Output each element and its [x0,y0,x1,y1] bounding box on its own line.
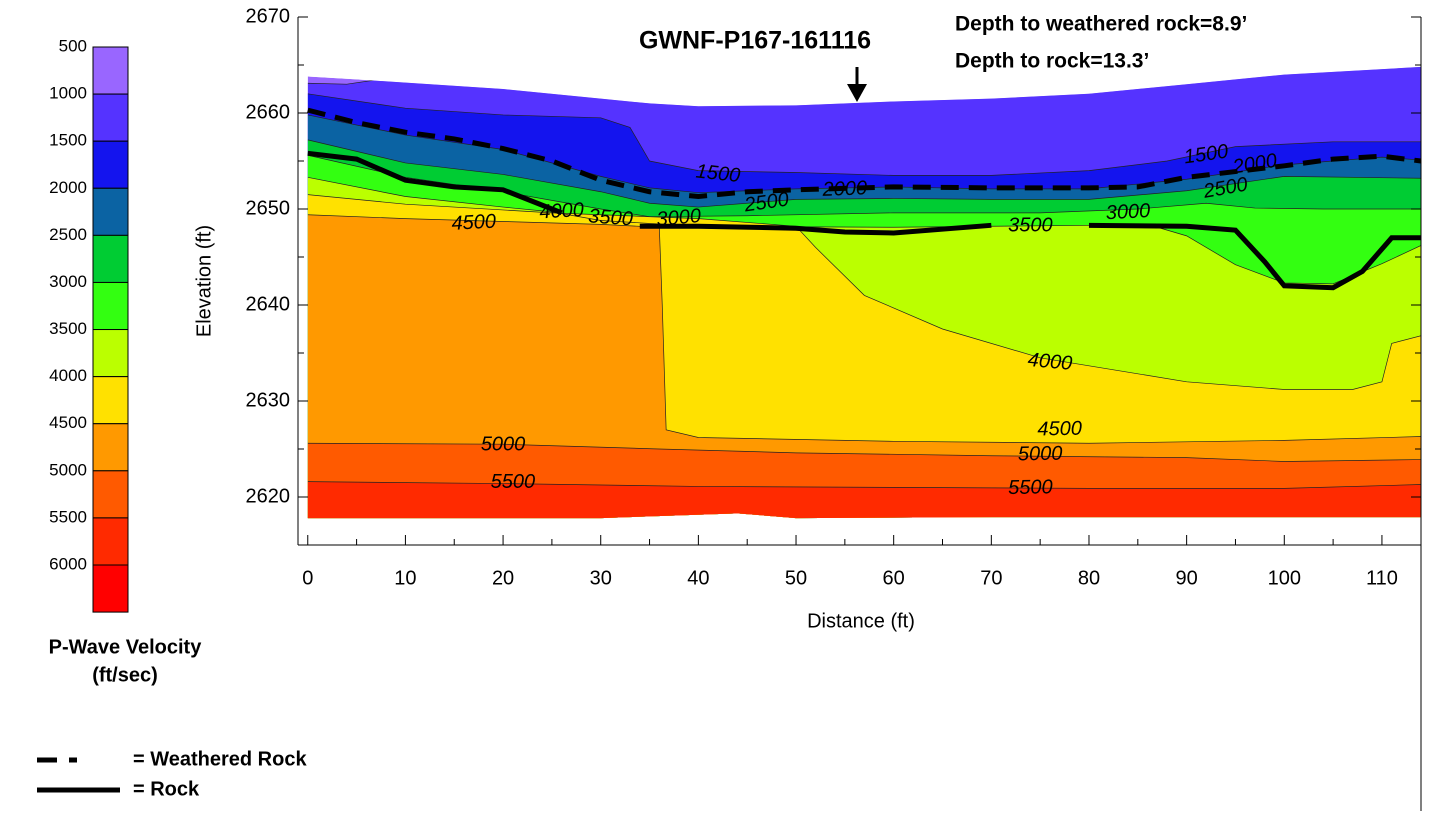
colorbar-label: 1000 [49,84,87,103]
colorbar-label: 5500 [49,507,87,526]
x-axis-label: Distance (ft) [807,610,915,632]
colorbar-label: 4500 [49,413,87,432]
x-tick-label: 0 [302,567,313,589]
colorbar-label: 3000 [49,272,87,291]
contour-fills [307,66,1421,519]
contour-label: 5000 [481,433,526,455]
colorbar-label: 2000 [49,178,87,197]
contour-label: 4000 [539,199,585,223]
contour-line [307,139,1421,208]
contour-label: 3500 [588,205,634,230]
y-tick-label: 2660 [246,101,291,123]
colorbar-box [92,564,129,613]
contour-line [307,93,1421,176]
colorbar-box [92,187,129,236]
x-tick-label: 30 [590,567,612,589]
colorbar-box [92,281,129,331]
rock-line [307,150,1421,291]
x-tick-label: 90 [1176,567,1198,589]
y-tick-label: 2640 [246,293,291,315]
colorbar-box [92,517,129,566]
contour-line [307,176,1421,285]
x-tick-label: 80 [1078,567,1100,589]
contour-line [307,194,1421,390]
contour-label: 5500 [491,471,536,493]
contour-label: 3500 [1008,215,1053,237]
contour-label: 4500 [1037,418,1082,441]
chart-title: GWNF-P167-161116 [639,27,871,55]
contour-line [307,442,1421,462]
x-tick-label: 110 [1366,567,1398,589]
x-tick-label: 40 [687,567,709,589]
colorbar-box [92,423,129,472]
x-tick-label: 60 [883,567,905,589]
contour-label: 3000 [656,205,702,231]
x-tick-label: 50 [785,567,807,589]
y-tick-label: 2620 [246,485,291,507]
contour-label: 5500 [1008,476,1053,499]
colorbar-box [92,234,129,283]
y-tick-label: 2670 [246,5,291,27]
arrow-head [847,84,867,102]
legend-label: = Weathered Rock [133,748,307,770]
colorbar-box [92,93,129,142]
x-tick-label: 20 [492,567,514,589]
x-tick-label: 10 [394,567,416,589]
colorbar-label: 5000 [49,460,87,479]
colorbar-box [92,470,129,519]
y-axis-label: Elevation (ft) [193,225,215,337]
y-tick-label: 2650 [246,197,291,219]
contour-line [307,481,1421,489]
colorbar-box [92,46,129,95]
colorbar-box [92,140,129,189]
contour-label: 5000 [1018,443,1063,466]
contour-line [307,214,1421,444]
x-tick-label: 70 [980,567,1002,589]
colorbar-label: 4000 [49,366,87,385]
y-tick-label: 2630 [246,389,291,411]
contour-label: 2000 [821,177,867,201]
rock-line [307,107,1422,200]
contour-label: 4000 [1027,349,1073,375]
legend-label: = Rock [133,778,200,800]
colorbar-label: 500 [59,36,87,55]
contour-label: 4500 [451,211,497,235]
colorbar-label: 2500 [49,225,87,244]
x-tick-label: 100 [1268,567,1301,589]
annotation: Depth to rock=13.3’ [955,50,1149,73]
annotation: Depth to weathered rock=8.9’ [955,13,1247,36]
colorbar-label: 3500 [49,319,87,338]
colorbar-title: P-Wave Velocity [49,636,203,658]
contour-label: 1500 [695,160,742,187]
band-fill [307,481,1421,519]
colorbar-label: 6000 [49,554,87,573]
colorbar-box [92,376,129,425]
contour-label: 3000 [1105,200,1151,224]
colorbar-box [92,329,129,378]
colorbar-label: 1500 [49,131,87,150]
colorbar-title: (ft/sec) [92,664,158,686]
